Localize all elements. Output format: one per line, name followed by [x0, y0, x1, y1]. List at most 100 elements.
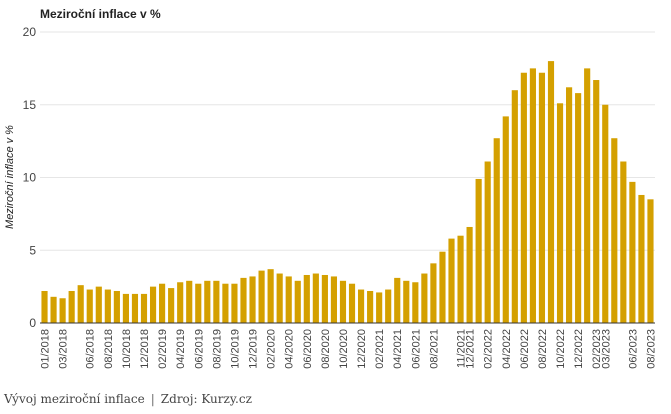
bar-03/2021 [385, 289, 392, 323]
bar-01/2019 [149, 286, 157, 324]
x-tick-label: 04/2019 [175, 329, 187, 369]
x-tick-label: 06/2023 [627, 329, 639, 369]
y-axis-label: Meziroční inflace v % [4, 125, 16, 229]
bar-12/2020 [357, 289, 365, 323]
bar-05/2021 [403, 280, 410, 323]
x-tick-label: 12/2022 [573, 329, 585, 369]
x-tick-label: 04/2020 [284, 329, 296, 369]
x-tick-label: 03/2023 [600, 329, 612, 369]
x-tick-label: 04/2022 [501, 329, 513, 369]
bar-11/2018 [131, 293, 139, 323]
bar-04/2019 [177, 282, 184, 323]
bar-12/2021 [466, 226, 473, 323]
x-tick-label: 03/2018 [58, 329, 70, 369]
x-tick-label: 04/2021 [392, 329, 404, 369]
inflation-bar-chart: Meziroční inflace v % Meziroční inflace … [4, 7, 658, 369]
x-tick-label: 08/2022 [537, 329, 549, 369]
bar-10/2020 [339, 280, 347, 323]
bar-01/2018 [41, 290, 48, 323]
bar-06/2021 [412, 282, 419, 323]
bar-05/2020 [294, 280, 301, 323]
bar-05/2018 [77, 285, 84, 323]
x-tick-label: 02/2021 [374, 329, 386, 369]
x-tick-label: 12/2019 [248, 329, 260, 369]
x-tick-label: 10/2022 [555, 329, 567, 369]
bar-09/2018 [113, 290, 120, 323]
y-tick-labels: 0 5 10 15 20 [23, 25, 37, 330]
bar-04/2023 [611, 138, 618, 323]
x-tick-label: 06/2020 [302, 329, 314, 369]
x-tick-label: 02/2023 [591, 329, 603, 369]
x-tick-label: 06/2018 [85, 329, 97, 369]
x-tick-labels: 01/2018 03/2018 06/2018 08/2018 10/2018 12/20… [40, 329, 658, 369]
x-tick-label: 08/2018 [103, 329, 115, 369]
bar-01/2022 [475, 178, 482, 323]
bar-07/2021 [421, 273, 428, 323]
bar-09/2019 [222, 283, 229, 323]
bar-02/2018 [50, 296, 57, 323]
x-tick-label: 06/2019 [193, 329, 205, 369]
bar-07/2018 [95, 286, 102, 324]
x-tick-label: 06/2021 [410, 329, 422, 369]
bar-09/2021 [439, 251, 446, 323]
x-tick-label: 11/2021 [456, 329, 468, 368]
bar-12/2022 [575, 93, 582, 323]
chart-caption: Vývoj meziroční inflace | Zdroj: Kurzy.cz [4, 392, 252, 406]
bar-01/2023 [584, 68, 591, 324]
caption-text: Vývoj meziroční inflace [4, 392, 145, 406]
x-tick-label: 12/2020 [356, 329, 368, 369]
chart-title: Meziroční inflace v % [40, 7, 161, 21]
bar-02/2020 [267, 269, 274, 323]
bar-02/2021 [376, 292, 383, 323]
x-tick-label: 08/2021 [428, 329, 440, 369]
bar-08/2022 [538, 72, 546, 324]
bar-07/2020 [312, 273, 319, 323]
x-tick-label: 01/2018 [40, 329, 52, 369]
bar-10/2019 [231, 283, 238, 323]
bar-05/2022 [511, 90, 518, 323]
x-tick-label: 10/2020 [338, 329, 350, 369]
bar-11/2022 [566, 87, 573, 323]
x-tick-label: 08/2023 [645, 329, 657, 369]
bar-06/2020 [303, 274, 310, 323]
x-tick-label: 02/2020 [266, 329, 278, 369]
bar-07/2023 [638, 194, 645, 323]
y-tick-label: 10 [23, 171, 37, 185]
x-tick-label: 02/2022 [483, 329, 495, 369]
x-tick-label: 12/2018 [139, 329, 151, 369]
bar-08/2018 [104, 289, 111, 323]
bar-07/2022 [529, 68, 536, 324]
bar-03/2023 [602, 104, 609, 323]
bar-03/2019 [168, 288, 175, 323]
bar-04/2018 [68, 290, 75, 323]
bar-08/2019 [213, 280, 220, 323]
bar-02/2023 [593, 80, 600, 324]
bar-04/2022 [502, 116, 509, 323]
y-tick-label: 20 [23, 25, 37, 39]
x-tick-label: 06/2022 [519, 329, 531, 369]
bar-04/2021 [394, 277, 401, 323]
bar-02/2019 [159, 283, 166, 323]
y-tick-label: 5 [29, 243, 36, 257]
bar-05/2019 [186, 280, 193, 323]
bar-06/2018 [86, 289, 93, 323]
bar-05/2023 [620, 161, 627, 323]
y-tick-label: 0 [29, 316, 36, 330]
x-tick-label: 08/2020 [320, 329, 332, 369]
caption-source: Zdroj: Kurzy.cz [160, 392, 252, 406]
bar-08/2020 [321, 274, 328, 323]
bar-03/2020 [276, 273, 283, 323]
bars [41, 61, 654, 324]
bar-10/2018 [122, 293, 129, 323]
bar-01/2021 [367, 290, 374, 323]
bar-08/2021 [430, 263, 437, 323]
bar-10/2022 [556, 103, 564, 323]
x-tick-label: 02/2019 [157, 329, 169, 369]
bar-12/2018 [140, 293, 148, 323]
bar-06/2019 [195, 283, 202, 323]
caption-separator: | [150, 392, 155, 406]
bar-09/2020 [330, 276, 338, 323]
bar-06/2022 [520, 72, 527, 324]
bar-03/2022 [493, 138, 500, 323]
bar-07/2019 [204, 280, 211, 323]
